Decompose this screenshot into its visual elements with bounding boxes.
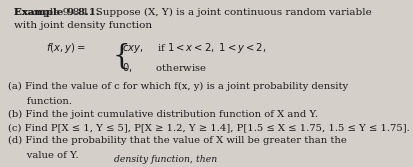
Text: with joint density function: with joint density function: [14, 21, 152, 30]
Text: Example 9.8.1. Suppose (X, Y) is a joint continuous random variable: Example 9.8.1. Suppose (X, Y) is a joint…: [14, 8, 372, 17]
Text: function.: function.: [8, 97, 72, 106]
Text: $f(x, y) =$: $f(x, y) =$: [47, 41, 86, 55]
Text: $0,$       otherwise: $0,$ otherwise: [122, 60, 207, 73]
Text: value of Y.: value of Y.: [8, 151, 78, 160]
Text: (d) Find the probability that the value of X will be greater than the: (d) Find the probability that the value …: [8, 136, 347, 145]
Text: density function, then: density function, then: [114, 155, 217, 164]
Text: $cxy,$    if $1 < x < 2,\ 1 < y < 2,$: $cxy,$ if $1 < x < 2,\ 1 < y < 2,$: [122, 41, 266, 55]
Text: (a) Find the value of c for which f(x, y) is a joint probability density: (a) Find the value of c for which f(x, y…: [8, 82, 348, 91]
Text: (c) Find P[X ≤ 1, Y ≤ 5], P[X ≥ 1.2, Y ≥ 1.4], P[1.5 ≤ X ≤ 1.75, 1.5 ≤ Y ≤ 1.75]: (c) Find P[X ≤ 1, Y ≤ 5], P[X ≥ 1.2, Y ≥…: [8, 123, 410, 132]
Text: {: {: [112, 42, 130, 69]
Text: (b) Find the joint cumulative distribution function of X and Y.: (b) Find the joint cumulative distributi…: [8, 110, 318, 119]
Text: Example 9.8.1.: Example 9.8.1.: [14, 8, 100, 17]
